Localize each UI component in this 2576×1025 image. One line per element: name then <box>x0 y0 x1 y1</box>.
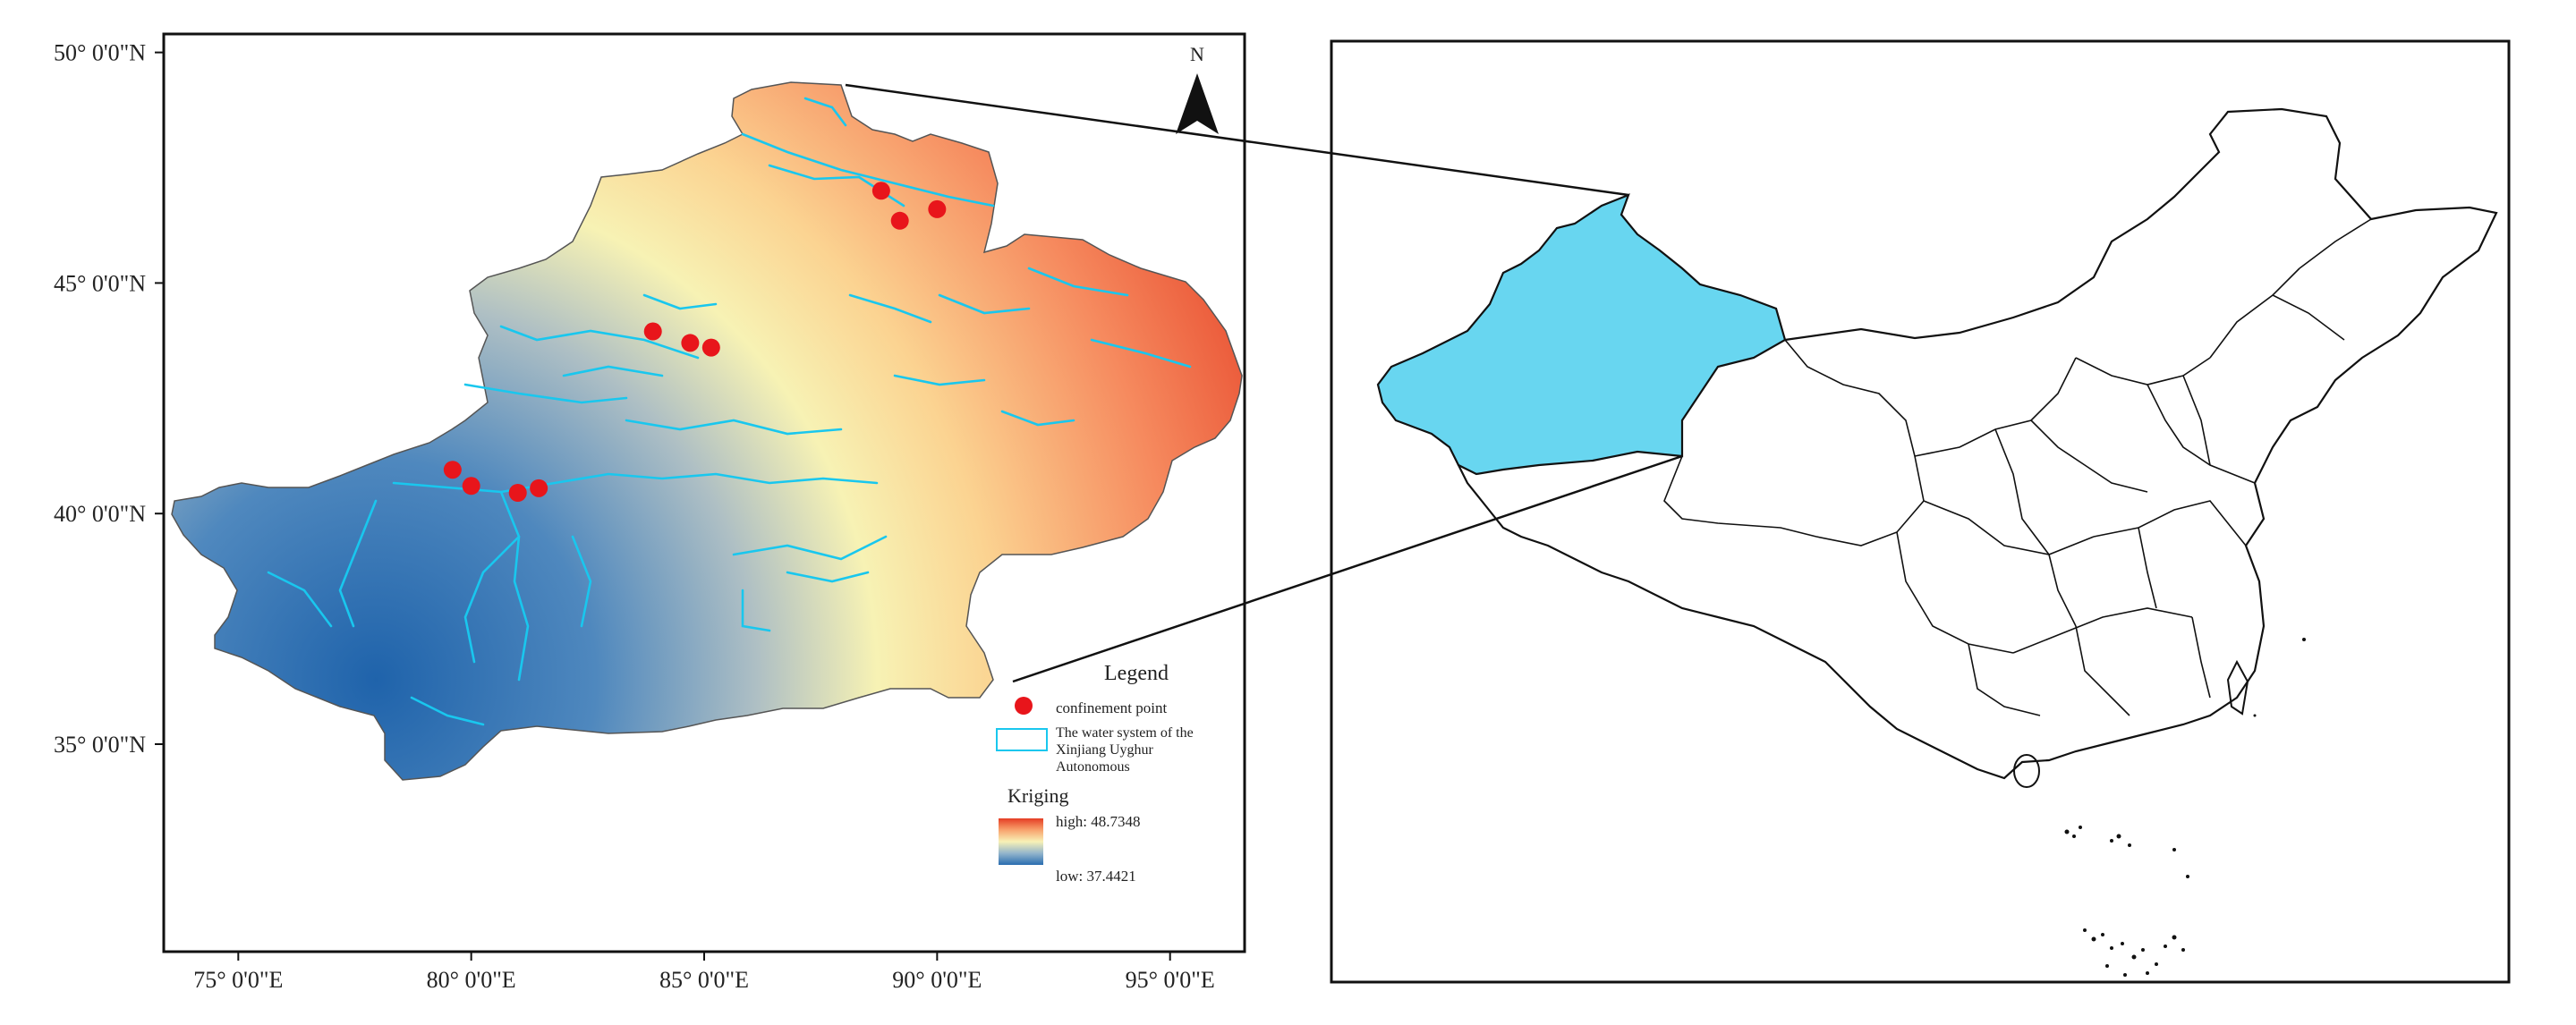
longitude-tick-label: 80° 0'0"E <box>427 967 516 993</box>
legend-water-label-3: Autonomous <box>1056 759 1130 775</box>
confinement-point-7 <box>443 461 462 479</box>
longitude-tick-label: 85° 0'0"E <box>659 967 749 993</box>
latitude-tick-label: 35° 0'0"N <box>54 732 146 758</box>
confinement-point-2 <box>890 211 909 230</box>
south-china-sea-islands <box>2013 638 2306 977</box>
legend-water-label-2: Xinjiang Uyghur <box>1056 742 1154 758</box>
longitude-ticks: 75° 0'0"E 80° 0'0"E 85° 0'0"E 90° 0'0"E 95° … <box>193 952 1215 993</box>
confinement-point-8 <box>462 477 480 496</box>
confinement-point-5 <box>681 334 700 352</box>
province-boundaries <box>1663 218 2372 716</box>
latitude-tick-label: 50° 0'0"N <box>54 40 146 66</box>
longitude-tick-label: 95° 0'0"E <box>1126 967 1215 993</box>
legend-kriging-ramp <box>999 818 1043 865</box>
legend-title: Legend <box>1104 662 1169 685</box>
confinement-point-6 <box>701 338 720 357</box>
legend-kriging-title: Kriging <box>1007 784 1068 807</box>
latitude-ticks: 50° 0'0"N 45° 0'0"N 40° 0'0"N 35° 0'0"N <box>54 40 164 758</box>
legend-water-label-1: The water system of the <box>1056 725 1194 741</box>
xinjiang-kriging-surface <box>171 81 1243 781</box>
north-arrow: N <box>1176 43 1219 134</box>
confinement-point-9 <box>508 484 527 502</box>
north-label: N <box>1190 43 1204 65</box>
confinement-points <box>443 182 947 502</box>
right-map-frame <box>1330 39 2511 984</box>
confinement-point-4 <box>643 322 662 341</box>
water-system-rivers <box>267 97 1192 726</box>
legend-low-label: low: 37.4421 <box>1056 868 1136 885</box>
latitude-tick-label: 40° 0'0"N <box>54 501 146 527</box>
legend-point-symbol <box>1015 697 1033 715</box>
legend: Legend confinement point The water syste… <box>996 662 1194 885</box>
confinement-point-1 <box>871 182 890 200</box>
longitude-tick-label: 90° 0'0"E <box>892 967 982 993</box>
confinement-point-3 <box>928 199 947 218</box>
latitude-tick-label: 45° 0'0"N <box>54 270 146 296</box>
longitude-tick-label: 75° 0'0"E <box>193 967 283 993</box>
china-outline <box>1457 107 2498 780</box>
legend-point-label: confinement point <box>1056 699 1167 716</box>
xinjiang-highlight <box>1376 193 1787 476</box>
legend-high-label: high: 48.7348 <box>1056 813 1140 830</box>
legend-water-symbol <box>996 728 1048 751</box>
confinement-point-10 <box>530 479 548 497</box>
connector-lines <box>845 83 1683 683</box>
